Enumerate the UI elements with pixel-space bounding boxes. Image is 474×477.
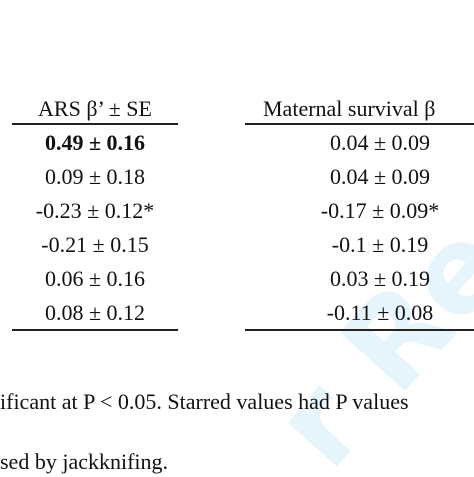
cell-survival-row-1: 0.04 ± 0.09 — [329, 130, 431, 155]
cell-ars-row-1: 0.49 ± 0.16 — [44, 130, 146, 155]
bottom-rule-right — [245, 329, 474, 331]
cell-ars-row-2: 0.09 ± 0.18 — [44, 164, 146, 189]
header-ars: ARS β’ ± SE — [38, 96, 152, 121]
cell-ars-row-4: -0.21 ± 0.15 — [41, 232, 149, 257]
cell-ars-row-5: 0.06 ± 0.16 — [44, 266, 146, 291]
cell-survival-row-2: 0.04 ± 0.09 — [329, 164, 431, 189]
table-footnote-line-2: sed by jackknifing. — [0, 449, 169, 474]
header-rule-left — [12, 123, 178, 125]
cell-ars-row-6: 0.08 ± 0.12 — [44, 300, 146, 325]
cell-ars-row-3: -0.23 ± 0.12* — [35, 198, 155, 223]
cell-survival-row-6: -0.11 ± 0.08 — [326, 300, 434, 325]
cell-survival-row-5: 0.03 ± 0.19 — [329, 266, 431, 291]
cell-survival-row-3: -0.17 ± 0.09* — [320, 198, 440, 223]
header-maternal-survival: Maternal survival β — [263, 96, 436, 121]
cell-survival-row-4: -0.1 ± 0.19 — [331, 232, 429, 257]
table-footnote-line-1: ificant at P < 0.05. Starred values had … — [0, 389, 409, 414]
bottom-rule-left — [12, 329, 178, 331]
header-rule-right — [245, 123, 474, 125]
